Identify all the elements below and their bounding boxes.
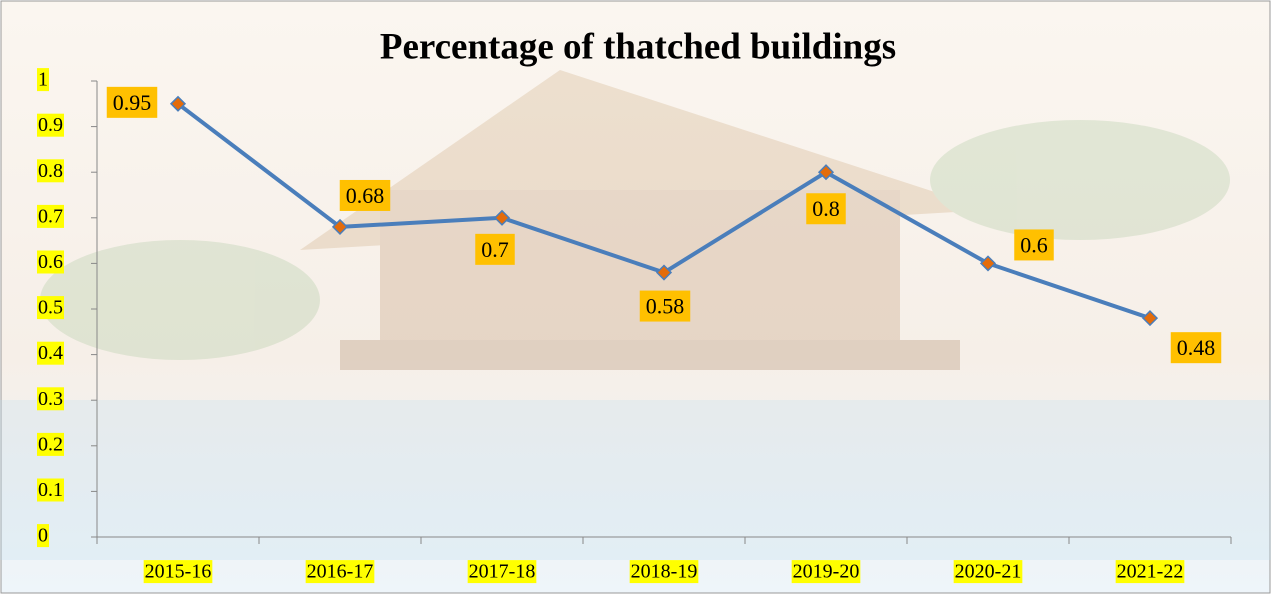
y-tick-label: 0.9 [38,114,63,136]
data-label-box [806,193,846,225]
x-tick-label: 2021-22 [1117,561,1184,583]
data-label: 0.58 [646,294,685,319]
x-tick-highlight [143,560,213,584]
marker [493,209,511,226]
y-tick-highlight [37,159,64,183]
y-tick-highlight [37,524,49,548]
y-tick-highlight [37,68,49,92]
marker [979,255,997,272]
y-tick-label: 0.2 [38,433,63,455]
y-tick-highlight [37,113,64,137]
y-tick-label: 0.4 [38,342,63,364]
y-tick-label: 0.5 [38,297,63,319]
x-tick-highlight [791,560,861,584]
data-label-box [339,179,391,211]
y-tick-highlight [37,387,64,411]
marker [169,95,187,112]
data-label: 0.6 [1020,232,1048,257]
y-tick-label: 0.3 [38,388,63,410]
y-tick-label: 0.8 [38,160,63,182]
y-tick-label: 0 [38,525,48,547]
y-tick-highlight [37,478,64,502]
marker [817,164,835,181]
data-label: 0.48 [1177,335,1216,360]
y-tick-highlight [37,250,64,274]
data-label: 0.95 [113,90,152,115]
y-tick-label: 0.7 [38,205,63,227]
x-tick-label: 2015-16 [145,561,212,583]
y-tick-label: 0.6 [38,251,63,273]
y-tick-highlight [37,296,64,320]
data-label-box [639,290,691,322]
data-label: 0.8 [812,196,840,221]
x-tick-label: 2016-17 [307,561,374,583]
x-tick-label: 2017-18 [469,561,536,583]
data-label-box [475,233,515,265]
data-label-box [1014,229,1054,261]
y-tick-highlight [37,341,64,365]
x-tick-label: 2019-20 [793,561,860,583]
marker [655,264,673,281]
y-tick-label: 1 [38,69,48,91]
chart-title: Percentage of thatched buildings [380,26,896,67]
y-tick-highlight [37,432,64,456]
marker [1141,310,1159,327]
x-tick-label: 2018-19 [631,561,698,583]
x-tick-highlight [305,560,375,584]
data-label-box [1170,332,1222,364]
x-tick-highlight [467,560,537,584]
data-label-box [106,86,158,118]
marker [331,218,349,235]
data-label: 0.68 [346,183,385,208]
x-tick-label: 2020-21 [955,561,1022,583]
data-label: 0.7 [481,237,509,262]
x-tick-highlight [1115,560,1185,584]
y-tick-highlight [37,204,64,228]
x-tick-highlight [629,560,699,584]
x-tick-highlight [953,560,1023,584]
y-tick-label: 0.1 [38,479,63,501]
